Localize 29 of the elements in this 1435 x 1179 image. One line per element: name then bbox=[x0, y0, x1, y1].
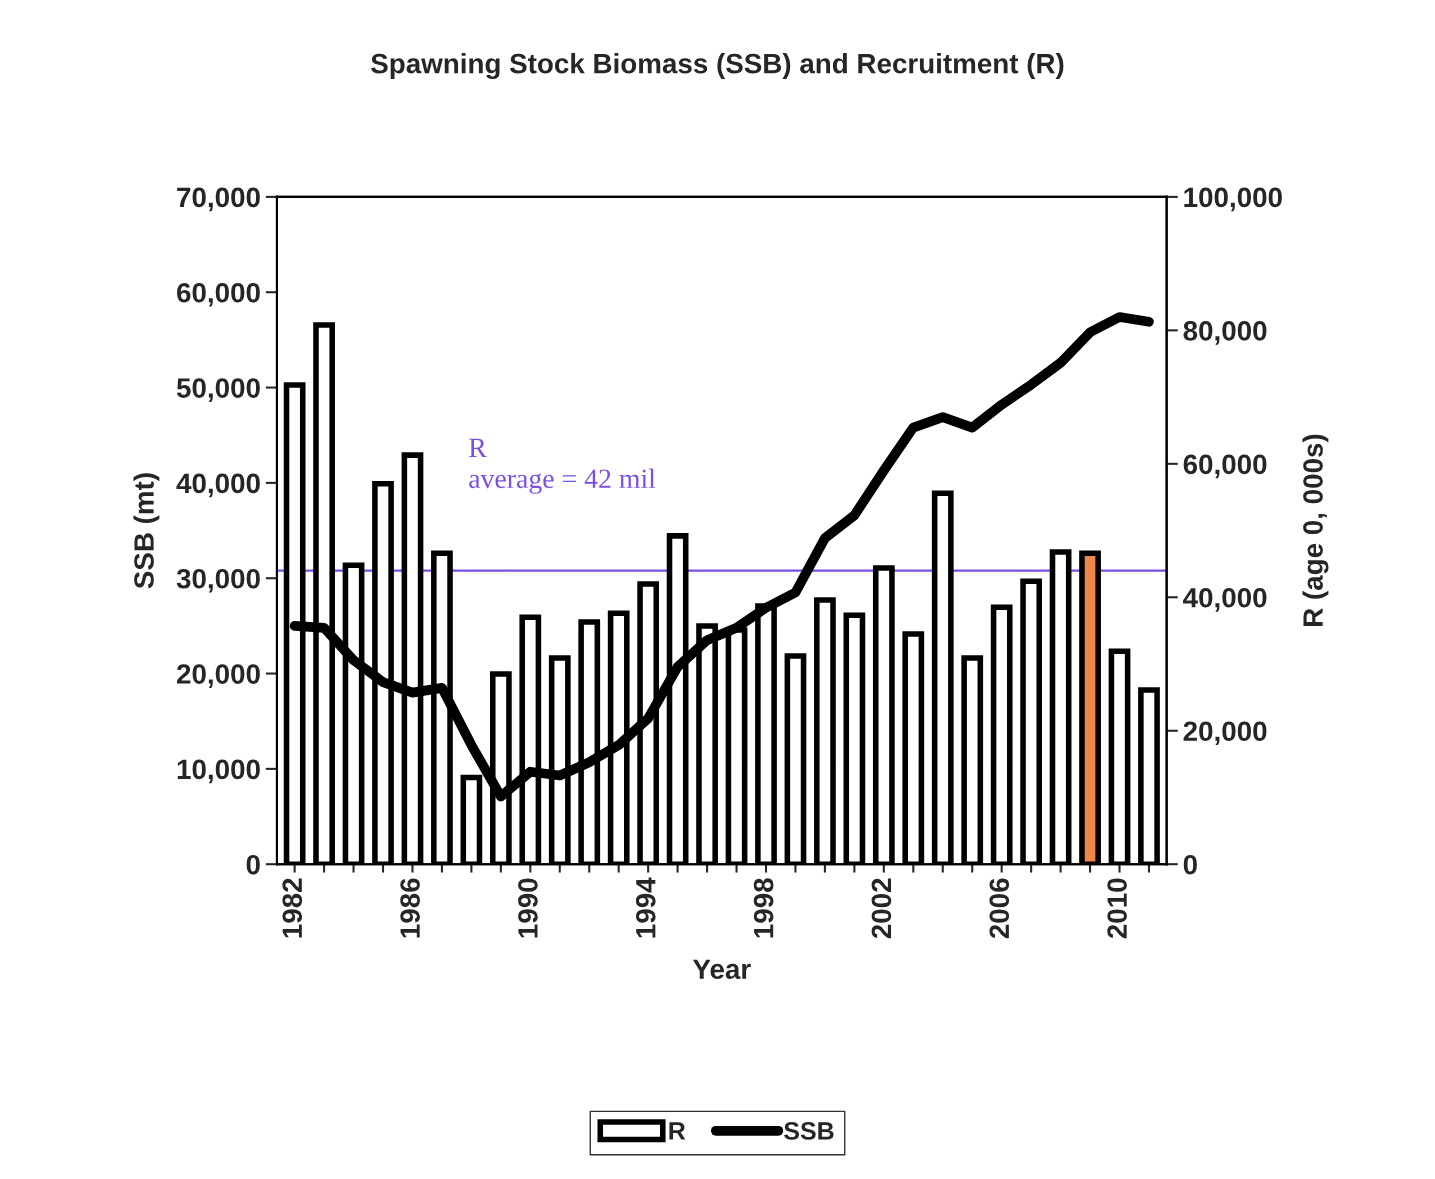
y-tick-label: 20,000 bbox=[176, 664, 260, 688]
y2-tick-label: 20,000 bbox=[1183, 721, 1267, 746]
x-tick-label: 1982 bbox=[282, 878, 303, 938]
annotation: R average = 42 mil bbox=[469, 438, 656, 494]
x-tick-label: 1990 bbox=[518, 878, 538, 938]
x-axis-title: Year bbox=[692, 959, 751, 980]
y-tick-label: 30,000 bbox=[176, 568, 260, 593]
y-axis-title: SSB (mt) bbox=[133, 473, 160, 589]
y2-tick-label: 80,000 bbox=[1183, 321, 1267, 345]
x-tick-label: 2010 bbox=[1107, 878, 1127, 939]
y2-tick-label: 60,000 bbox=[1183, 454, 1267, 479]
y2-tick-label: 100,000 bbox=[1184, 187, 1282, 212]
y2-tick-label: 0 bbox=[1183, 854, 1197, 875]
y-tick-label: 60,000 bbox=[177, 282, 260, 307]
y2-tick-label: 40,000 bbox=[1183, 587, 1267, 612]
y-tick-label: 50,000 bbox=[176, 378, 260, 402]
y-tick-label: 0 bbox=[246, 854, 260, 875]
y-tick-label: 10,000 bbox=[177, 759, 260, 784]
x-tick-label: 1986 bbox=[400, 878, 420, 938]
x-tick-label: 1998 bbox=[753, 878, 774, 938]
x-tick-label: 1994 bbox=[635, 877, 656, 938]
y-tick-label: 70,000 bbox=[177, 187, 260, 212]
legend-label: SSB bbox=[784, 1122, 834, 1140]
chart-title: Spawning Stock Biomass (SSB) and Recruitment (R) bbox=[371, 53, 1064, 80]
x-tick-label: 2006 bbox=[989, 878, 1010, 939]
y-tick-label: 40,000 bbox=[176, 473, 260, 498]
x-tick-label: 2002 bbox=[871, 878, 892, 939]
legend-label: R bbox=[669, 1122, 686, 1140]
y2-axis-title: R (age 0, 000s) bbox=[1302, 434, 1329, 626]
